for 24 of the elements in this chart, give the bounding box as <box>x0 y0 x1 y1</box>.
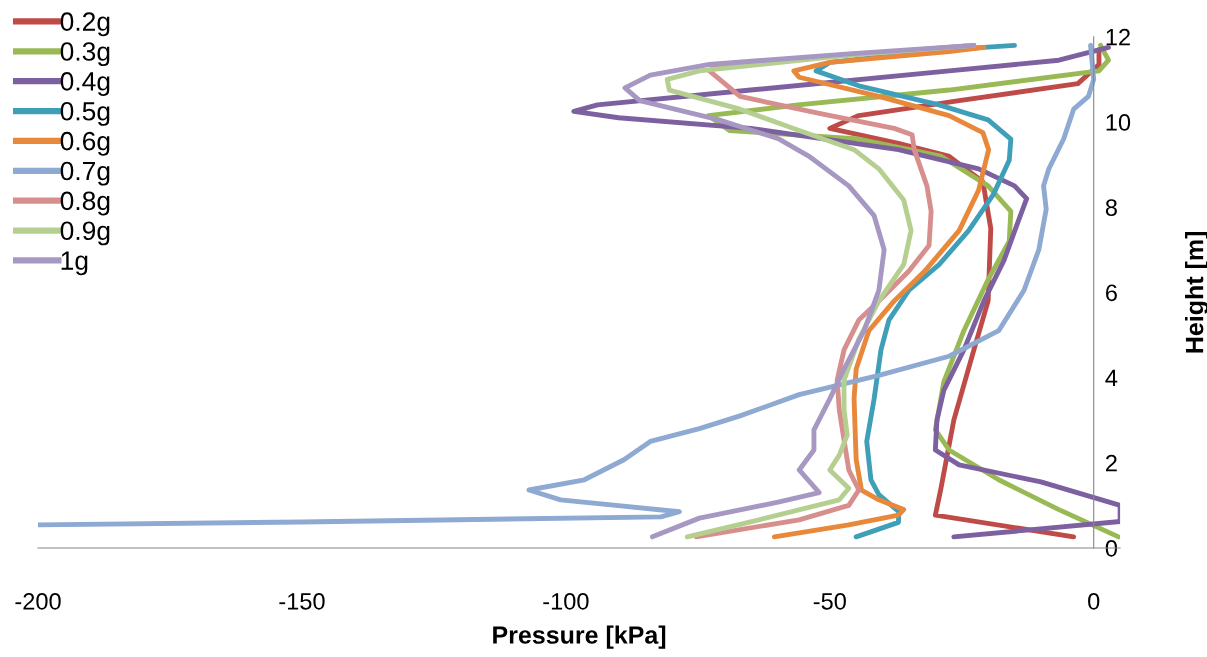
x-tick-label: -100 <box>543 593 589 610</box>
x-tick-label: -50 <box>813 593 846 610</box>
x-tick-label: 0 <box>1088 593 1100 610</box>
y-tick-label: 2 <box>1106 454 1117 472</box>
legend-label: 0.2g <box>60 12 110 37</box>
line-series <box>38 42 1097 528</box>
legend-label: 1g <box>61 251 88 276</box>
legend-label: 0.5g <box>60 101 110 126</box>
y-tick-label: 10 <box>1106 114 1131 131</box>
y-tick-label: 12 <box>1106 28 1130 46</box>
legend-label: 0.9g <box>60 221 110 246</box>
y-tick-label: 8 <box>1105 199 1117 216</box>
legend-label: 0.8g <box>60 191 110 216</box>
legend-label: 0.3g <box>60 42 110 67</box>
y-tick-label: 4 <box>1105 369 1118 387</box>
x-axis-title: Pressure [kPa] <box>493 625 666 649</box>
x-tick-label: -200 <box>15 593 61 610</box>
legend-label: 0.4g <box>60 72 110 96</box>
legend-label: 0.7g <box>60 161 110 186</box>
x-tick-label: -150 <box>279 593 325 610</box>
line-series <box>771 45 992 540</box>
y-tick-label: 6 <box>1106 284 1117 302</box>
y-tick-label: 0 <box>1105 540 1118 557</box>
legend-label: 0.6g <box>60 131 110 156</box>
